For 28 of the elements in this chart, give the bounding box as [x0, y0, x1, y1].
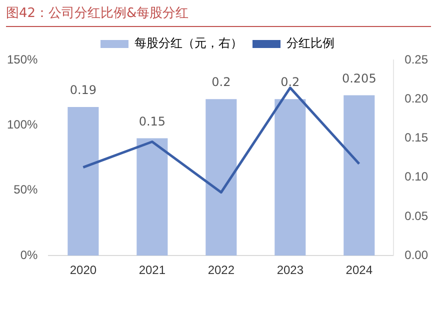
x-tick-label: 2023 [276, 263, 304, 278]
bar [68, 106, 99, 256]
y-tick-label: 150% [6, 52, 38, 66]
x-tick-label: 2021 [138, 263, 166, 278]
legend-label: 每股分红（元，右） [134, 36, 242, 50]
y2-tick-label: 0.10 [404, 170, 428, 184]
y-tick-label: 50% [14, 182, 38, 197]
bar [136, 138, 168, 256]
x-tick-label: 2020 [70, 263, 97, 278]
chart-title: 图42：公司分红比例&每股分红 [6, 4, 431, 27]
data-label: 0.19 [70, 83, 97, 98]
y-tick-label: 100% [6, 118, 38, 132]
y2-tick-label: 0.05 [404, 208, 428, 223]
x-tick-label: 2024 [346, 263, 373, 278]
data-label: 0.2 [280, 75, 300, 90]
y2-tick-label: 0.00 [404, 248, 428, 262]
data-label: 0.205 [342, 71, 376, 86]
y2-tick-label: 0.20 [404, 91, 428, 106]
bar [206, 99, 237, 256]
data-label: 0.15 [138, 114, 166, 128]
x-tick-label: 2022 [208, 263, 235, 278]
bar [274, 99, 306, 256]
y-tick-label: 0% [20, 248, 38, 262]
data-label: 0.2 [212, 75, 231, 90]
y2-tick-label: 0.15 [404, 130, 428, 145]
y2-tick-label: 0.25 [404, 52, 428, 66]
bar [344, 95, 375, 256]
legend-label: 分红比例 [286, 36, 334, 50]
